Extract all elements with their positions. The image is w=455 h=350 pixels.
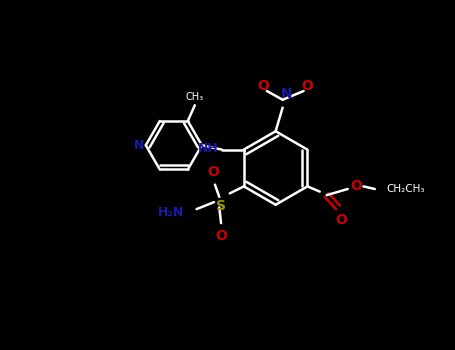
Text: NH: NH (197, 142, 218, 155)
Text: N: N (134, 139, 144, 152)
Text: O: O (301, 79, 313, 93)
Text: O: O (215, 229, 227, 243)
Text: O: O (258, 79, 269, 93)
Text: CH₂CH₃: CH₂CH₃ (386, 184, 425, 194)
Text: S: S (216, 199, 226, 212)
Text: N: N (280, 88, 292, 102)
Text: O: O (350, 178, 362, 192)
Text: H₂N: H₂N (158, 206, 184, 219)
Text: O: O (335, 214, 347, 228)
Text: O: O (207, 165, 219, 179)
Text: CH₃: CH₃ (186, 92, 204, 102)
